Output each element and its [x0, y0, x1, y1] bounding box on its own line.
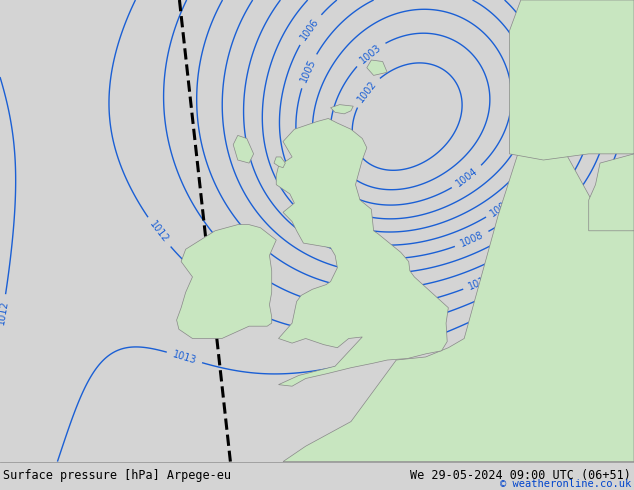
Text: Surface pressure [hPa] Arpege-eu: Surface pressure [hPa] Arpege-eu: [3, 469, 231, 482]
Text: 1012: 1012: [618, 0, 634, 26]
Text: 1005: 1005: [299, 58, 318, 84]
Polygon shape: [510, 0, 634, 160]
Text: We 29-05-2024 09:00 UTC (06+51): We 29-05-2024 09:00 UTC (06+51): [410, 469, 631, 482]
Polygon shape: [589, 154, 634, 231]
Polygon shape: [233, 135, 254, 163]
Text: 1007: 1007: [489, 196, 514, 218]
Text: 1012: 1012: [0, 299, 10, 325]
Polygon shape: [283, 145, 634, 462]
Text: 1011: 1011: [467, 272, 493, 292]
Text: 1004: 1004: [455, 166, 480, 189]
Polygon shape: [276, 119, 448, 386]
Text: 1008: 1008: [459, 230, 485, 249]
Polygon shape: [274, 157, 285, 168]
Text: © weatheronline.co.uk: © weatheronline.co.uk: [500, 479, 631, 489]
Polygon shape: [367, 60, 387, 75]
Text: 1012: 1012: [147, 220, 171, 245]
Text: 1003: 1003: [358, 42, 383, 65]
Text: 1009: 1009: [564, 0, 583, 26]
Text: 1006: 1006: [299, 16, 321, 42]
Polygon shape: [177, 224, 276, 339]
Text: 1002: 1002: [356, 79, 378, 104]
Text: 1013: 1013: [171, 349, 198, 366]
Polygon shape: [330, 105, 353, 114]
Text: 1010: 1010: [495, 241, 522, 262]
